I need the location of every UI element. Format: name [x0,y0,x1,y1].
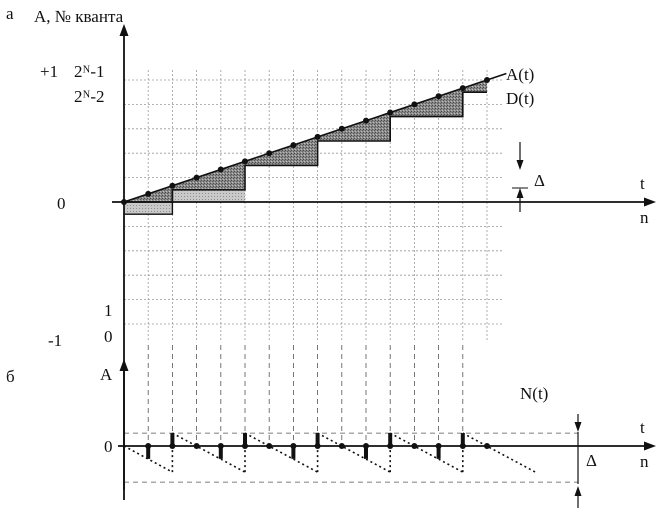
sample-point-b [145,443,152,449]
sawtooth-ramp [317,432,391,473]
sample-point [387,109,394,116]
error-fill-area [124,80,487,215]
sample-point [411,101,418,108]
sample-point-b [387,443,394,449]
y-axis-b-arrow [119,359,129,371]
panel-b-letter: б [6,367,15,386]
sample-point [169,182,176,189]
x-axis-a-t: t [640,174,645,193]
sawtooth-ramp [462,432,536,473]
grid-a [124,70,502,340]
sawtooth-ramp [123,445,173,473]
sample-point [242,158,248,165]
delta-label-b: Δ [586,451,597,470]
sample-point-b [193,443,200,449]
sample-point [217,166,224,173]
sample-point-b [242,443,248,449]
sample-point-b [266,443,273,449]
sample-point-b [363,443,369,449]
sample-point [484,77,490,83]
sample-point-b [290,443,297,449]
x-axis-b-n: n [640,452,649,471]
sample-point-b [314,443,321,449]
curves-a [121,72,507,215]
x-axis-a-arrow [644,197,656,207]
x-axis-b-arrow [644,441,656,451]
tick-second-quantum: 2ᴺ-2 [74,87,105,106]
sample-point-b [338,443,345,449]
tick-minus1: -1 [48,331,62,350]
sawtooth-ramp [389,432,464,473]
delta-marker-b [574,414,582,508]
projection-lines [147,345,464,440]
y-axis-a-arrow [119,24,129,36]
sample-point [145,190,152,197]
sample-point [290,142,297,149]
sample-point-b [459,443,466,449]
sawtooth-ramp [244,432,318,473]
grid-b [124,432,578,483]
curves-b [123,432,536,473]
tick-one: 1 [104,301,113,320]
sample-point-b [411,443,418,449]
x-axis-a-n: n [640,208,649,227]
tick-zero-low: 0 [104,327,113,346]
panel-a-letter: а [6,4,14,23]
sample-point-b [435,443,442,449]
sample-point-b [169,443,176,449]
error-fill-light [172,189,245,202]
x-axis-b-t: t [640,418,645,437]
sample-point [193,174,200,181]
tick-zero-a: 0 [57,194,66,213]
panel-b: б A 0 N(t) t n Δ [6,359,656,508]
tick-plus1: +1 [40,62,58,81]
sample-point-b [217,443,224,449]
sample-point [314,133,321,140]
tick-top-quantum: 2ᴺ-1 [74,62,105,81]
delta-label-a: Δ [534,171,545,190]
tick-zero-b: 0 [104,437,113,456]
sample-point [266,150,273,157]
label-n-of-t: N(t) [520,384,548,403]
sample-point [363,117,369,124]
y-axis-b-title: A [100,365,113,384]
sample-point [459,85,466,92]
panel-a: а A, № кванта +1 2ᴺ-1 2ᴺ-2 0 1 0 -1 t n … [6,4,656,500]
sample-point [121,199,127,205]
sample-point [435,93,442,100]
sawtooth-ramp [172,432,246,473]
line-d-of-t-start [124,189,174,215]
delta-marker-a [512,142,528,212]
sample-point-b [484,443,490,449]
y-axis-a-title: A, № кванта [34,7,124,26]
label-d-of-t: D(t) [506,89,534,108]
label-a-of-t: A(t) [506,65,534,84]
error-fill-negative [124,202,173,215]
sample-point [338,125,345,132]
